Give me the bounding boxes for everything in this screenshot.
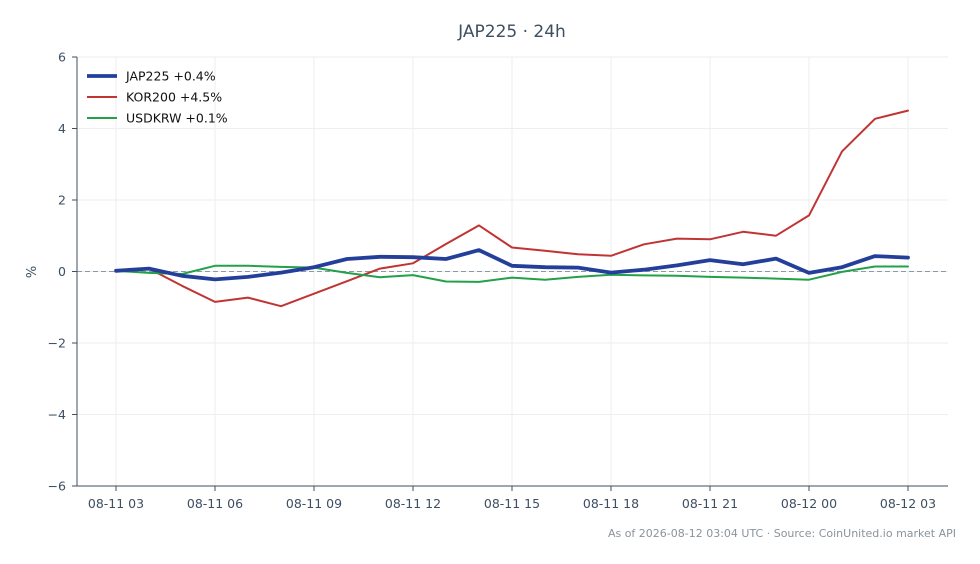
x-axis-ticks: 08-11 03 08-11 06 08-11 09 08-11 12 08-11 15… [88,486,936,511]
y-axis-ticks: −6 −4 −2 0 2 4 6 [48,50,77,494]
legend-label: KOR200 +4.5% [126,90,222,105]
legend-label: JAP225 +0.4% [125,69,216,84]
x-tick-label: 08-11 06 [187,496,243,511]
chart-title: JAP225 · 24h [457,22,566,42]
x-tick-label: 08-11 15 [484,496,540,511]
y-tick-label: 4 [58,121,66,136]
legend-label: USDKRW +0.1% [126,111,228,126]
series-line-jap225 [114,248,910,282]
series-line-usdkrw [115,264,909,283]
x-tick-label: 08-11 18 [583,496,639,511]
x-tick-label: 08-11 03 [88,496,144,511]
y-tick-label: 2 [58,193,66,208]
y-tick-label: 0 [58,264,66,279]
series-lines [114,109,910,308]
y-axis-label: % [25,266,40,278]
legend: JAP225 +0.4% KOR200 +4.5% USDKRW +0.1% [87,69,228,126]
y-tick-label: −4 [48,407,66,422]
y-tick-label: −6 [48,479,66,494]
x-tick-label: 08-12 03 [880,496,936,511]
x-tick-label: 08-11 21 [682,496,738,511]
x-tick-label: 08-11 09 [286,496,342,511]
footer-source: As of 2026-08-12 03:04 UTC · Source: Coi… [608,527,956,540]
y-tick-label: −2 [48,336,66,351]
x-tick-label: 08-12 00 [781,496,837,511]
series-line-kor200 [115,109,909,308]
x-tick-label: 08-11 12 [385,496,441,511]
y-tick-label: 6 [58,50,66,65]
